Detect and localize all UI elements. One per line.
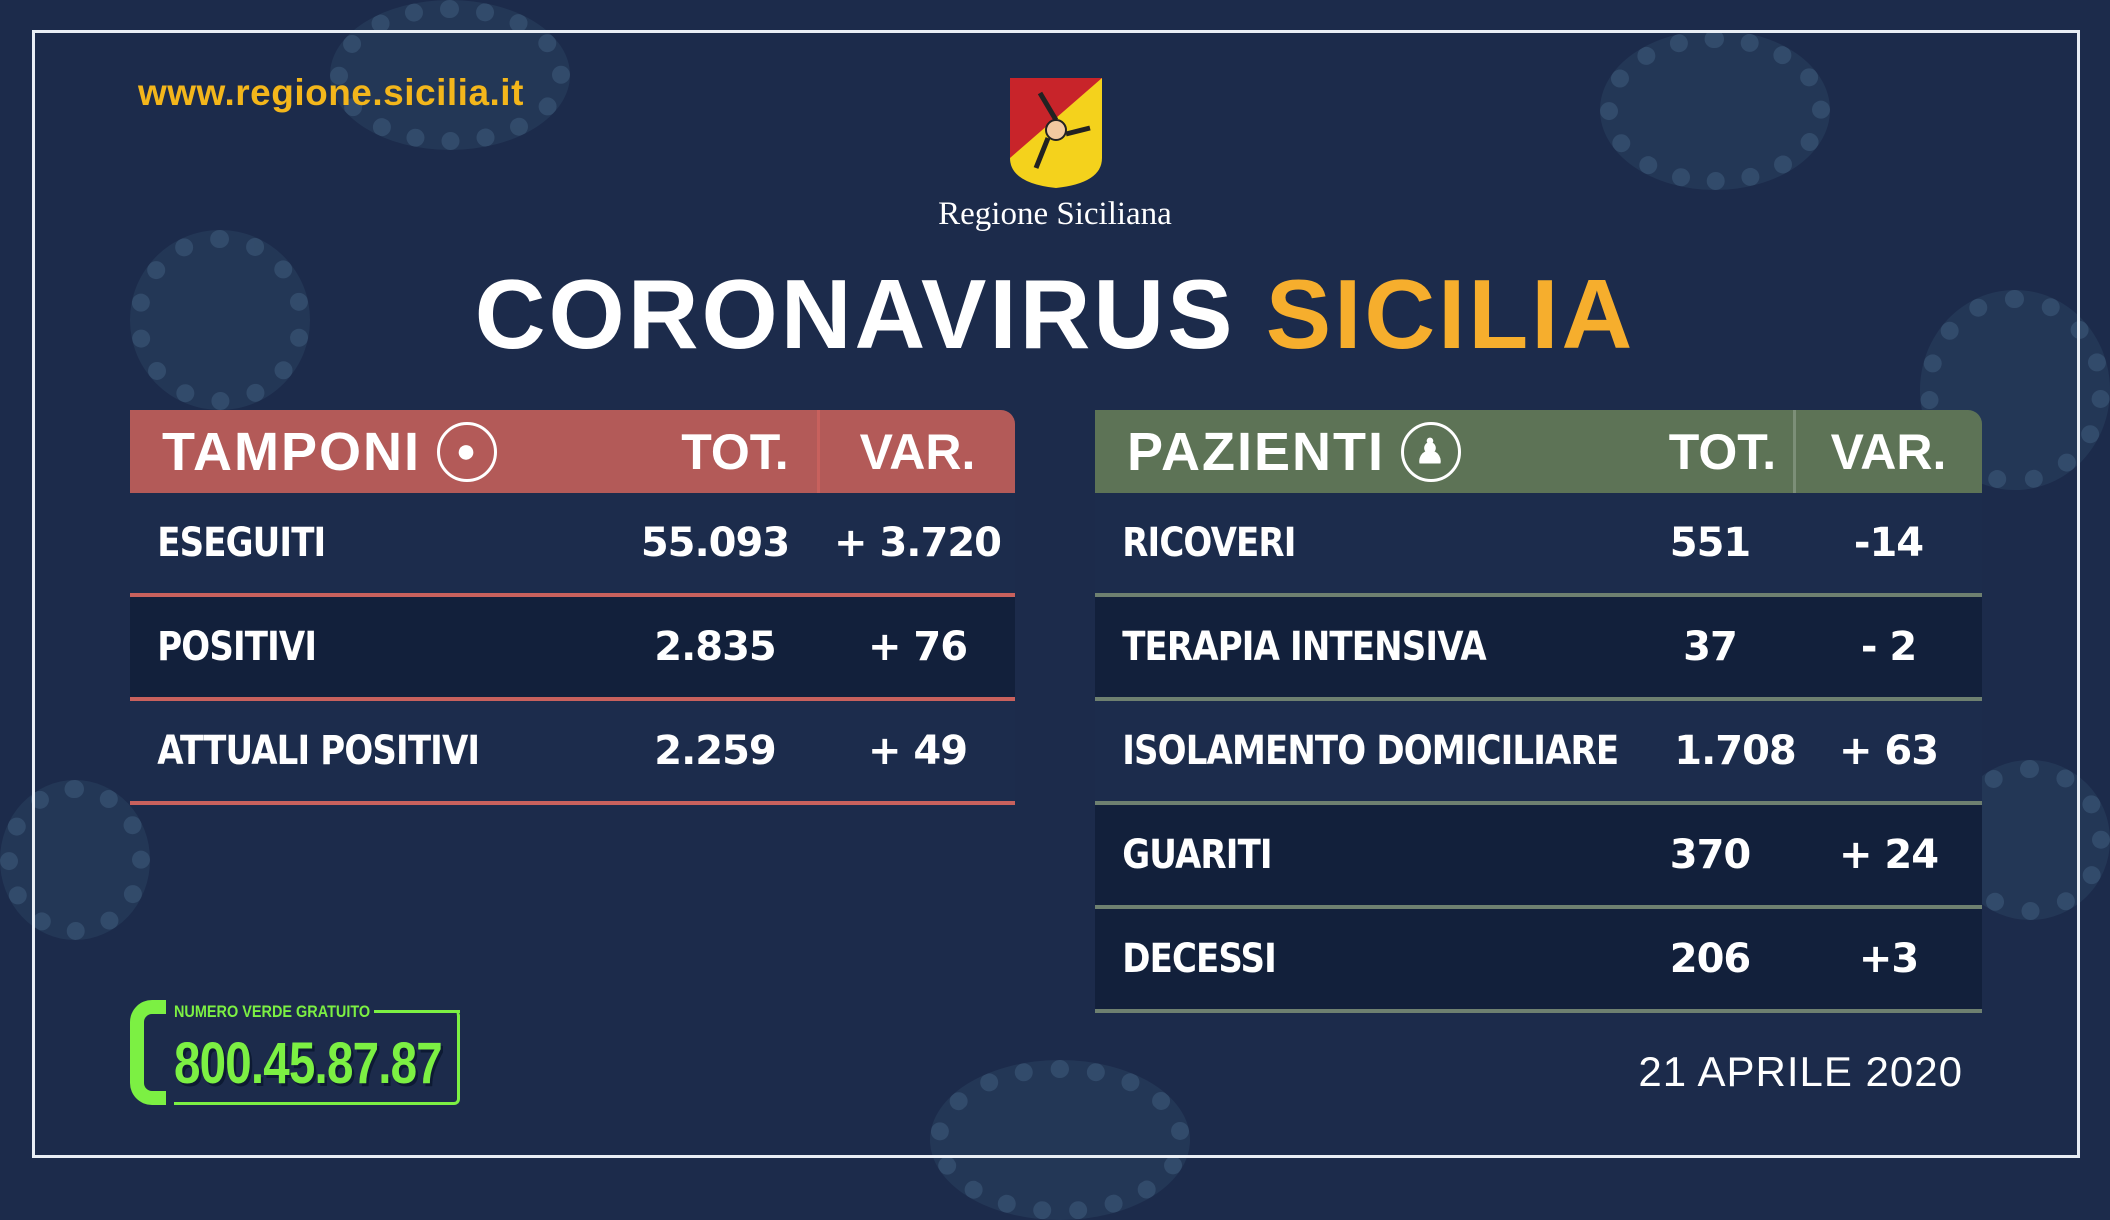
tot-header: TOT. [1668,423,1777,480]
var-header: VAR. [859,423,976,480]
virus-decoration [330,0,570,150]
table-row: TERAPIA INTENSIVA 37 - 2 [1095,597,1982,701]
table-row: POSITIVI 2.835 + 76 [130,597,1015,701]
page-title: CORONAVIRUS SICILIA [0,258,2110,371]
table-row: ISOLAMENTO DOMICILIARE 1.708 + 63 [1095,701,1982,805]
row-label: ATTUALI POSITIVI [157,728,480,774]
person-icon: ♟ [1401,421,1461,482]
row-var: -14 [1853,520,1924,566]
region-name: Regione Siciliana [938,196,1172,232]
table-row: RICOVERI 551 -14 [1095,493,1982,597]
row-tot: 2.835 [654,624,777,670]
pazienti-header: PAZIENTI ♟ TOT. VAR. [1095,410,1982,493]
tamponi-title: TAMPONI [162,421,421,482]
row-label: RICOVERI [1122,520,1296,566]
tamponi-header: TAMPONI ● TOT. VAR. [130,410,1015,493]
phone-number[interactable]: 800.45.87.87 [174,1031,443,1096]
row-tot: 206 [1669,936,1752,982]
row-var: + 3.720 [834,520,1002,566]
row-tot: 2.259 [654,728,777,774]
row-tot: 370 [1669,832,1752,878]
row-label: DECESSI [1122,936,1277,982]
row-var: - 2 [1860,624,1917,670]
tamponi-table: TAMPONI ● TOT. VAR. ESEGUITI 55.093 + 3.720… [130,410,1015,805]
row-tot: 37 [1683,624,1738,670]
frame-border [32,30,2080,1158]
row-var: +3 [1858,936,1919,982]
row-label: POSITIVI [157,624,317,670]
row-label: TERAPIA INTENSIVA [1122,624,1486,670]
table-row: ESEGUITI 55.093 + 3.720 [130,493,1015,597]
title-coronavirus: CORONAVIRUS [474,259,1236,369]
row-var: + 49 [867,728,968,774]
row-label: ESEGUITI [157,520,326,566]
pazienti-table: PAZIENTI ♟ TOT. VAR. RICOVERI 551 -14 TERAP… [1095,410,1982,1013]
row-var: + 24 [1838,832,1939,878]
pazienti-title: PAZIENTI [1127,421,1385,482]
virus-decoration [0,780,150,940]
tot-header: TOT. [681,423,789,480]
row-label: ISOLAMENTO DOMICILIARE [1122,728,1619,774]
date: 21 APRILE 2020 [1638,1048,1963,1095]
site-url[interactable]: www.regione.sicilia.it [138,72,524,113]
row-tot: 1.708 [1674,728,1797,774]
phone-box [174,1010,460,1105]
row-var: + 63 [1838,728,1939,774]
swab-icon: ● [436,421,497,482]
row-var: + 76 [867,624,968,670]
table-row: ATTUALI POSITIVI 2.259 + 49 [130,701,1015,805]
trinacria-logo-icon [1010,78,1102,188]
row-tot: 551 [1669,520,1752,566]
row-tot: 55.093 [640,520,790,566]
table-row: DECESSI 206 +3 [1095,909,1982,1013]
phone-hotline[interactable]: NUMERO VERDE GRATUITO 800.45.87.87 [130,1000,460,1105]
title-sicilia: SICILIA [1265,259,1636,369]
phone-label: NUMERO VERDE GRATUITO [174,1002,371,1021]
table-row: GUARITI 370 + 24 [1095,805,1982,909]
phone-icon [130,1000,166,1105]
row-label: GUARITI [1122,832,1272,878]
var-header: VAR. [1830,423,1947,480]
